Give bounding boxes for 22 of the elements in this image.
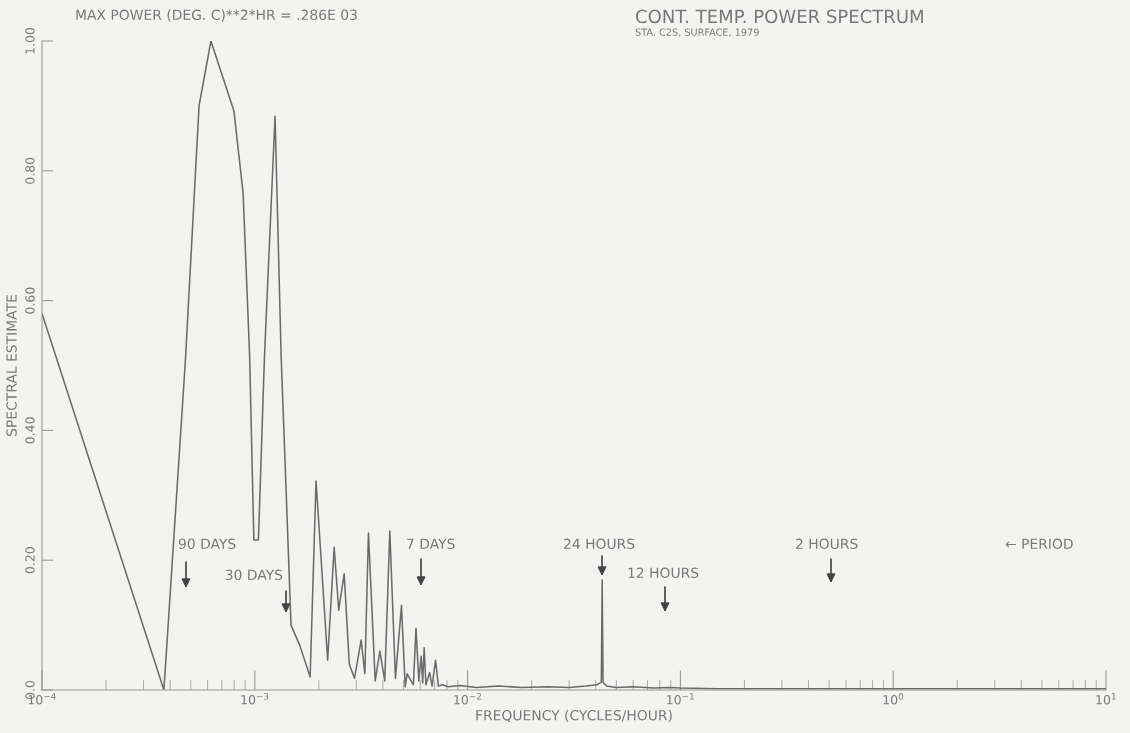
x-axis-title: FREQUENCY (CYCLES/HOUR) — [476, 709, 672, 723]
text: MAX POWER (DEG. C)**2*HR = .286E 03 — [76, 9, 357, 22]
y-tick-label: 0.40 — [25, 417, 35, 444]
annotation: 30 DAYS — [225, 569, 283, 581]
annotation: 2 HOURS — [796, 538, 858, 550]
x-tick-label: 10$^{−2}$ — [454, 692, 481, 705]
y-tick-label: 0.60 — [25, 287, 35, 314]
y-tick-label: 0.80 — [25, 157, 35, 184]
x-tick-label: 10$^{−1}$ — [667, 693, 694, 705]
annotation: 24 HOURS — [564, 538, 635, 550]
annotation: ← PERIOD — [1005, 538, 1073, 550]
x-tick-label: 10$^{0}$ — [883, 692, 904, 705]
y-axis-title: SPECTRAL ESTIMATE — [6, 295, 17, 436]
x-tick-label: 10$^{−3}$ — [241, 692, 269, 705]
chart-subtitle: STA. C2S, SURFACE, 1979 — [635, 28, 759, 37]
chart-title: CONT. TEMP. POWER SPECTRUM — [636, 9, 923, 24]
annotation: 90 DAYS — [178, 538, 236, 550]
annotation: 12 HOURS — [628, 567, 699, 579]
annotation: 7 DAYS — [407, 538, 455, 550]
y-tick-label: 1.00 — [25, 27, 35, 54]
x-tick-label: 10$^{1}$ — [1096, 693, 1116, 705]
y-tick-label: 0.20 — [25, 547, 35, 574]
